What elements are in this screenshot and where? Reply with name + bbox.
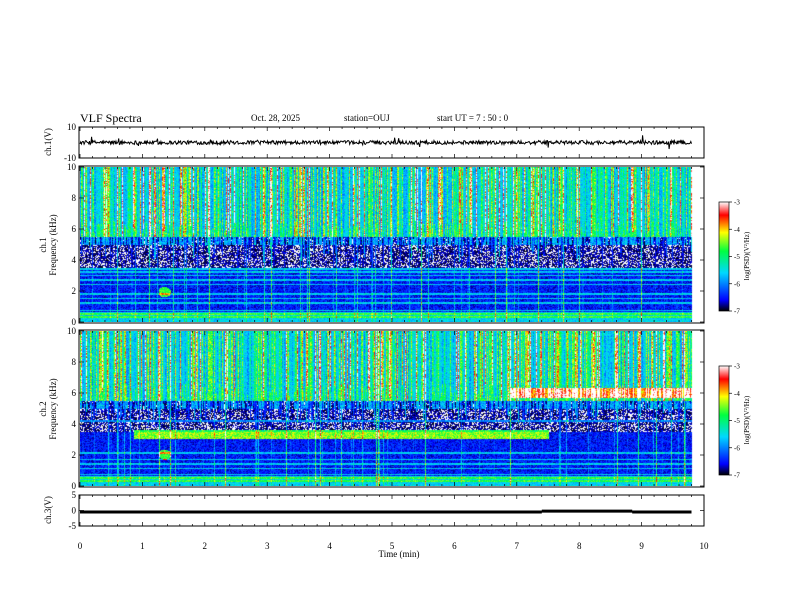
- y-tick-label: 6: [72, 388, 77, 398]
- colorbar-tick-label: -5: [734, 253, 740, 261]
- time-axis-label: Time (min): [379, 549, 420, 559]
- y-tick-label: 5: [72, 490, 77, 500]
- date-label: Oct. 28, 2025: [251, 113, 300, 123]
- station-label: station=OUJ: [344, 113, 390, 123]
- y-tick-label: 10: [67, 326, 77, 336]
- colorbar-tick-label: -7: [734, 308, 740, 316]
- ch1-waveform-frame: [78, 126, 705, 159]
- y-tick-label: 10: [67, 162, 77, 172]
- colorbar-tick-label: -4: [734, 390, 740, 398]
- y-tick-label: 8: [72, 357, 77, 367]
- ch3-waveform-trace: [80, 509, 692, 514]
- x-tick-label: 8: [577, 541, 582, 551]
- ch2-spectrogram-channel-label: ch.2: [38, 401, 48, 416]
- y-tick-label: 0: [72, 481, 77, 491]
- ch1-colorbar-ticks: -3 -4 -5 -6 -7: [729, 199, 740, 316]
- ch2-colorbar: -3 -4 -5 -6 -7 log(PSD)(V²/Hz): [718, 363, 751, 480]
- colorbar-tick-label: -5: [734, 417, 740, 425]
- x-tick-label: 3: [265, 541, 270, 551]
- ch1-spectrogram-yticks: 0 2 4 6 8 10: [67, 162, 704, 327]
- colorbar-tick-label: -6: [734, 444, 740, 452]
- y-tick-label: 6: [72, 224, 77, 234]
- colorbar-tick-label: -6: [734, 280, 740, 288]
- ch1-spectrogram-channel-label: ch.1: [38, 237, 48, 252]
- ch1-colorbar: -3 -4 -5 -6 -7 log(PSD)(V²/Hz): [718, 199, 751, 316]
- x-tick-label: 2: [203, 541, 208, 551]
- ch1-waveform-trace: [79, 135, 692, 150]
- colorbar-tick-label: -3: [734, 199, 740, 207]
- ch2-spectrogram-frame: [78, 329, 705, 488]
- y-tick-label: -5: [69, 521, 77, 531]
- figure-title: VLF Spectra: [80, 111, 142, 125]
- y-tick-label: -10: [64, 153, 76, 163]
- ch1-spectrogram-frame: [78, 165, 705, 324]
- y-tick-label: 4: [72, 419, 77, 429]
- x-tick-label: 10: [700, 541, 710, 551]
- ch3-waveform-ylabel: ch.3(V): [43, 496, 53, 524]
- colorbar-tick-label: -3: [734, 363, 740, 371]
- y-tick-label: 8: [72, 193, 77, 203]
- ch2-spectrogram-panel: 0 2 4 6 8 10 ch.2 Frequency (kHz): [38, 326, 705, 491]
- ch1-waveform-ylabel: ch.1(V): [43, 128, 53, 156]
- y-tick-label: 10: [67, 122, 77, 132]
- ch2-spectrogram-yticks: 0 2 4 6 8 10: [67, 326, 704, 491]
- x-tick-label: 6: [452, 541, 457, 551]
- time-axis-tick-labels: 0 1 2 3 4 5 6 7 8 9 10: [78, 541, 709, 551]
- y-tick-label: 4: [72, 255, 77, 265]
- ch1-spectrogram-panel: 0 2 4 6 8 10 ch.1 Frequency (kHz): [38, 162, 705, 327]
- ch3-waveform-panel: 5 0 -5 ch.3(V): [43, 490, 705, 531]
- x-tick-label: 9: [639, 541, 644, 551]
- x-tick-label: 4: [327, 541, 332, 551]
- ch1-colorbar-label: log(PSD)(V²/Hz): [743, 231, 751, 280]
- ch1-colorbar-gradient: [718, 201, 730, 312]
- y-tick-label: 0: [72, 506, 77, 516]
- colorbar-tick-label: -4: [734, 226, 740, 234]
- y-tick-label: 2: [72, 286, 77, 296]
- colorbar-tick-label: -7: [734, 472, 740, 480]
- x-tick-label: 1: [140, 541, 145, 551]
- start-time-label: start UT = 7 : 50 : 0: [437, 113, 509, 123]
- y-tick-label: 0: [72, 317, 77, 327]
- ch2-colorbar-ticks: -3 -4 -5 -6 -7: [729, 363, 740, 480]
- ch2-spectrogram-ylabel: Frequency (kHz): [48, 378, 58, 439]
- ch2-colorbar-gradient: [718, 365, 730, 476]
- x-tick-label: 7: [515, 541, 520, 551]
- ch1-spectrogram-ylabel: Frequency (kHz): [48, 214, 58, 275]
- y-tick-label: 2: [72, 450, 77, 460]
- ch2-spectrogram-image: [80, 331, 694, 486]
- x-tick-label: 5: [390, 541, 395, 551]
- time-axis-ticks: [79, 127, 705, 526]
- x-tick-label: 0: [78, 541, 83, 551]
- ch1-spectrogram-image: [80, 167, 694, 322]
- ch2-colorbar-label: log(PSD)(V²/Hz): [743, 395, 751, 444]
